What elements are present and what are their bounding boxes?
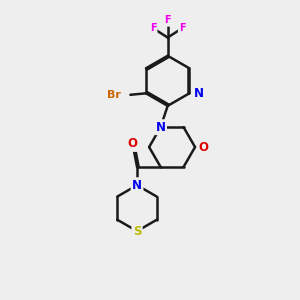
- Text: F: F: [150, 23, 156, 33]
- Text: O: O: [199, 141, 208, 154]
- Text: N: N: [194, 87, 204, 100]
- Text: S: S: [133, 225, 141, 238]
- Text: N: N: [156, 121, 166, 134]
- Text: Br: Br: [107, 90, 121, 100]
- Text: F: F: [164, 15, 171, 26]
- Text: N: N: [132, 179, 142, 192]
- Text: O: O: [127, 137, 137, 151]
- Text: F: F: [179, 23, 186, 33]
